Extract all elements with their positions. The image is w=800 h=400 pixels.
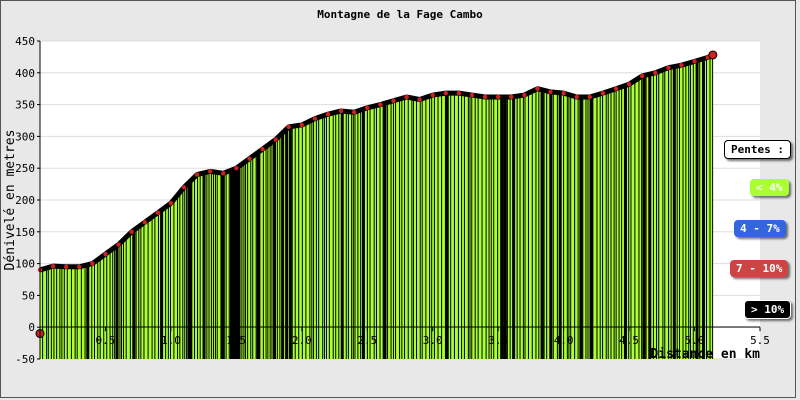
elevation-point — [77, 264, 82, 269]
legend-item-under-4: < 4% — [750, 179, 789, 196]
legend-item-7-10: 7 - 10% — [730, 260, 789, 277]
elevation-point — [155, 210, 161, 215]
x-tick-label: 5.5 — [750, 334, 770, 347]
elevation-point — [273, 137, 278, 142]
x-tick-label: 2.5 — [357, 334, 377, 347]
elevation-point — [129, 229, 134, 234]
elevation-point — [142, 220, 147, 225]
elevation-point — [509, 94, 514, 100]
elevation-point — [90, 261, 95, 266]
elevation-point — [234, 166, 239, 171]
y-tick-label: 250 — [15, 162, 35, 175]
elevation-point — [168, 200, 174, 206]
elevation-point — [351, 110, 357, 115]
y-tick-label: 0 — [28, 321, 35, 334]
x-axis-label: Distance en km — [650, 347, 760, 362]
elevation-point — [299, 122, 305, 128]
elevation-point — [679, 62, 684, 68]
x-tick-label: 5.0 — [685, 334, 705, 347]
axis-ticks: -50 0 50 100 150 200 250 300 350 400 450 0.5 1.0 1.5 2… — [15, 35, 770, 366]
elevation-point — [469, 92, 475, 98]
x-tick-label: 2.0 — [292, 334, 312, 347]
legend-item-4-7: 4 - 7% — [734, 220, 786, 237]
elevation-point — [443, 90, 449, 96]
elevation-point — [63, 264, 69, 269]
y-tick-label: 350 — [15, 99, 35, 112]
x-tick-label: 1.0 — [161, 334, 181, 347]
elevation-point — [535, 86, 540, 91]
elevation-point — [365, 105, 370, 110]
elevation-point — [404, 94, 409, 100]
elevation-point — [430, 92, 435, 98]
legend-title: Pentes : — [724, 140, 791, 159]
elevation-point — [626, 82, 632, 87]
elevation-point — [50, 263, 56, 269]
elevation-point — [561, 90, 566, 96]
elevation-point — [286, 124, 291, 130]
elevation-point — [666, 65, 671, 70]
elevation-point — [522, 92, 527, 98]
elevation-point — [378, 102, 383, 107]
elevation-point — [548, 89, 553, 95]
elevation-point — [207, 169, 213, 174]
y-tick-label: 400 — [15, 67, 35, 80]
elevation-point — [260, 146, 265, 152]
elevation-point — [417, 97, 422, 102]
y-tick-label: 300 — [15, 130, 35, 143]
elevation-point — [247, 156, 252, 161]
x-tick-label: 3.0 — [423, 334, 443, 347]
elevation-point — [692, 59, 697, 64]
elevation-point — [456, 90, 462, 96]
elevation-point — [587, 94, 593, 100]
elevation-point — [495, 94, 501, 100]
y-tick-label: 50 — [22, 289, 35, 302]
x-tick-label: 3.5 — [488, 334, 508, 347]
elevation-point — [600, 90, 606, 96]
elevation-point — [482, 94, 488, 100]
x-tick-label: 0.5 — [96, 334, 116, 347]
elevation-point — [325, 111, 331, 117]
y-tick-label: 450 — [15, 35, 35, 48]
elevation-point — [613, 86, 619, 91]
x-tick-label: 1.5 — [226, 334, 246, 347]
elevation-point — [194, 172, 200, 177]
legend-item-over-10: > 10% — [744, 300, 792, 319]
elevation-point — [181, 185, 187, 190]
y-tick-label: 200 — [15, 194, 35, 207]
elevation-point — [574, 94, 579, 100]
elevation-point — [103, 251, 108, 257]
elevation-point — [312, 116, 318, 121]
elevation-point — [116, 242, 121, 247]
x-tick-label: 4.5 — [619, 334, 639, 347]
y-tick-label: 100 — [15, 258, 35, 271]
elevation-point — [221, 171, 226, 176]
y-tick-label: -50 — [15, 353, 35, 366]
y-tick-label: 150 — [15, 226, 35, 239]
elevation-point — [639, 73, 645, 79]
end-marker — [708, 50, 718, 60]
elevation-point — [653, 70, 658, 76]
y-axis-label: Dénivelé en metres — [3, 130, 18, 271]
x-tick-label: 4.0 — [554, 334, 574, 347]
elevation-point — [338, 108, 344, 114]
elevation-point — [391, 98, 396, 103]
elevation-area — [35, 50, 718, 359]
chart-title: Montagne de la Fage Cambo — [317, 8, 483, 21]
